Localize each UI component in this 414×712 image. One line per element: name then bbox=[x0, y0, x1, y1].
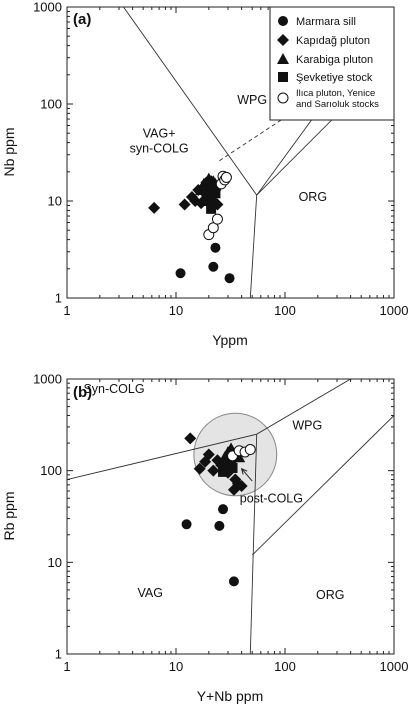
panel-b-frame bbox=[66, 378, 395, 655]
panel-b-point-kapidag bbox=[235, 480, 248, 493]
legend-label-kapidag: Kapıdağ pluton bbox=[296, 35, 370, 47]
panel-b-y-tick-label: 100 bbox=[40, 463, 62, 478]
legend-square-icon bbox=[278, 72, 288, 82]
panel-a-y-tick-label: 10 bbox=[48, 194, 62, 209]
panel-b-point-kapidag bbox=[202, 448, 215, 461]
panel-b-boundaries bbox=[66, 378, 395, 655]
panel-b-field-label: ORG bbox=[316, 588, 344, 602]
panel-b-field-label: WPG bbox=[292, 419, 322, 433]
panel-b-x-axis-label: Y+Nb ppm bbox=[197, 688, 264, 704]
panel-a-point-ilica bbox=[211, 213, 223, 225]
legend-circle-filled-icon bbox=[278, 16, 288, 26]
legend-item-sevketiye: Şevketiye stock bbox=[278, 72, 373, 84]
panel-b-point-marmara bbox=[214, 520, 225, 531]
panel-a-point-karabiga bbox=[195, 183, 208, 195]
panel-b-point-marmara bbox=[218, 504, 229, 515]
panel-a-point-marmara bbox=[208, 261, 219, 272]
panel-a-field-label: syn-COLG bbox=[130, 142, 189, 156]
panel-b-ticks: 1 10 100 1000 1 10 100 1000 bbox=[33, 372, 408, 675]
legend-label-ilica-line1: Ilıca pluton, Yenice bbox=[296, 88, 375, 99]
panel-b-x-tick-label: 10 bbox=[169, 659, 183, 674]
panel-a-ticks: 1 10 100 1000 1 10 100 1000 bbox=[33, 0, 408, 318]
legend-label-sevketiye: Şevketiye stock bbox=[296, 72, 373, 84]
panel-b-point-kapidag bbox=[193, 462, 206, 475]
panel-a-field-label: WPG bbox=[237, 93, 267, 107]
panel-b-y-tick-label: 10 bbox=[48, 555, 62, 570]
panel-b-y-axis-label: Rb ppm bbox=[1, 491, 17, 540]
panel-a-x-axis-label: Yppm bbox=[212, 332, 248, 348]
legend-item-ilica: Ilıca pluton, Yenice and Sarıoluk stocks bbox=[277, 88, 379, 110]
legend-diamond-icon bbox=[277, 34, 289, 46]
panel-a-field-label: ORG bbox=[299, 190, 327, 204]
legend-label-marmara: Marmara sill bbox=[296, 16, 356, 28]
panel-b-points bbox=[181, 432, 256, 587]
panel-b-boundary-line bbox=[249, 434, 258, 655]
panel-a-x-tick-label: 1000 bbox=[380, 303, 409, 318]
panel-a-y-tick-label: 1 bbox=[55, 291, 62, 306]
panel-a-x-tick-label: 1 bbox=[63, 303, 70, 318]
panel-b-field-label: Syn-COLG bbox=[83, 382, 144, 396]
panel-a-y-tick-label: 100 bbox=[40, 97, 62, 112]
panel-a-point-sevketiye bbox=[210, 188, 221, 199]
panel-b-field-label: VAG bbox=[137, 586, 162, 600]
panel-a-point-sevketiye bbox=[206, 203, 217, 214]
panel-a-point-marmara bbox=[224, 273, 235, 284]
legend: Marmara sill Kapıdağ pluton Karabiga plu… bbox=[269, 6, 395, 121]
post-colg-arrow-head-icon bbox=[240, 467, 248, 475]
panel-b-point-marmara bbox=[181, 519, 192, 530]
panel-a-point-sevketiye bbox=[201, 196, 212, 206]
panel-b-y-tick-label: 1 bbox=[55, 647, 62, 662]
legend-item-marmara: Marmara sill bbox=[278, 16, 356, 28]
legend-triangle-icon bbox=[277, 53, 289, 64]
legend-label-ilica-line2: and Sarıoluk stocks bbox=[296, 99, 379, 110]
legend-item-kapidag: Kapıdağ pluton bbox=[277, 34, 370, 47]
panel-b: 1 10 100 1000 1 10 100 1000 Syn-COLG WPG VAG ORG po… bbox=[1, 372, 408, 705]
panel-a-point-marmara bbox=[175, 268, 186, 279]
panel-a-y-tick-label: 1000 bbox=[33, 0, 62, 15]
panel-a-y-axis-label: Nb ppm bbox=[1, 127, 17, 176]
panel-a-points bbox=[148, 170, 235, 284]
panel-b-x-tick-label: 1000 bbox=[380, 659, 409, 674]
panel-a-point-ilica bbox=[220, 171, 232, 183]
panel-b-y-tick-label: 1000 bbox=[33, 372, 62, 387]
panel-a-x-tick-label: 10 bbox=[169, 303, 183, 318]
panel-b-point-kapidag bbox=[207, 464, 220, 477]
legend-item-karabiga: Karabiga pluton bbox=[277, 53, 373, 66]
panel-a-point-kapidag bbox=[178, 198, 191, 211]
panel-a-field-labels: WPG VAG+syn-COLG ORG bbox=[130, 93, 327, 204]
panel-b-point-marmara bbox=[228, 576, 239, 587]
legend-label-karabiga: Karabiga pluton bbox=[296, 54, 373, 66]
panel-b-boundary-line bbox=[251, 415, 395, 556]
panel-b-x-tick-label: 100 bbox=[274, 659, 296, 674]
panel-a-point-marmara bbox=[210, 242, 221, 253]
panel-a-point-kapidag bbox=[148, 201, 161, 214]
post-colg-arrow-line bbox=[241, 468, 253, 482]
panel-b-x-tick-label: 1 bbox=[63, 659, 70, 674]
panel-a-boundary-line bbox=[249, 195, 258, 299]
panel-b-point-sevketiye bbox=[227, 462, 238, 473]
panel-b-field-label: post-COLG bbox=[240, 491, 303, 505]
panel-b-field-labels: Syn-COLG WPG VAG ORG post-COLG bbox=[83, 382, 344, 602]
panel-a-field-label: VAG+ bbox=[143, 127, 176, 141]
panel-b-letter: (b) bbox=[73, 384, 92, 401]
panel-a-letter: (a) bbox=[73, 11, 91, 28]
panel-b-point-kapidag bbox=[184, 432, 197, 445]
panel-a-x-tick-label: 100 bbox=[274, 303, 296, 318]
panel-b-point-ilica bbox=[244, 444, 256, 456]
panel-a-frame bbox=[66, 6, 395, 299]
panel-b-point-sevketiye bbox=[218, 466, 229, 477]
legend-box bbox=[269, 6, 395, 121]
legend-circle-open-icon bbox=[277, 92, 289, 104]
